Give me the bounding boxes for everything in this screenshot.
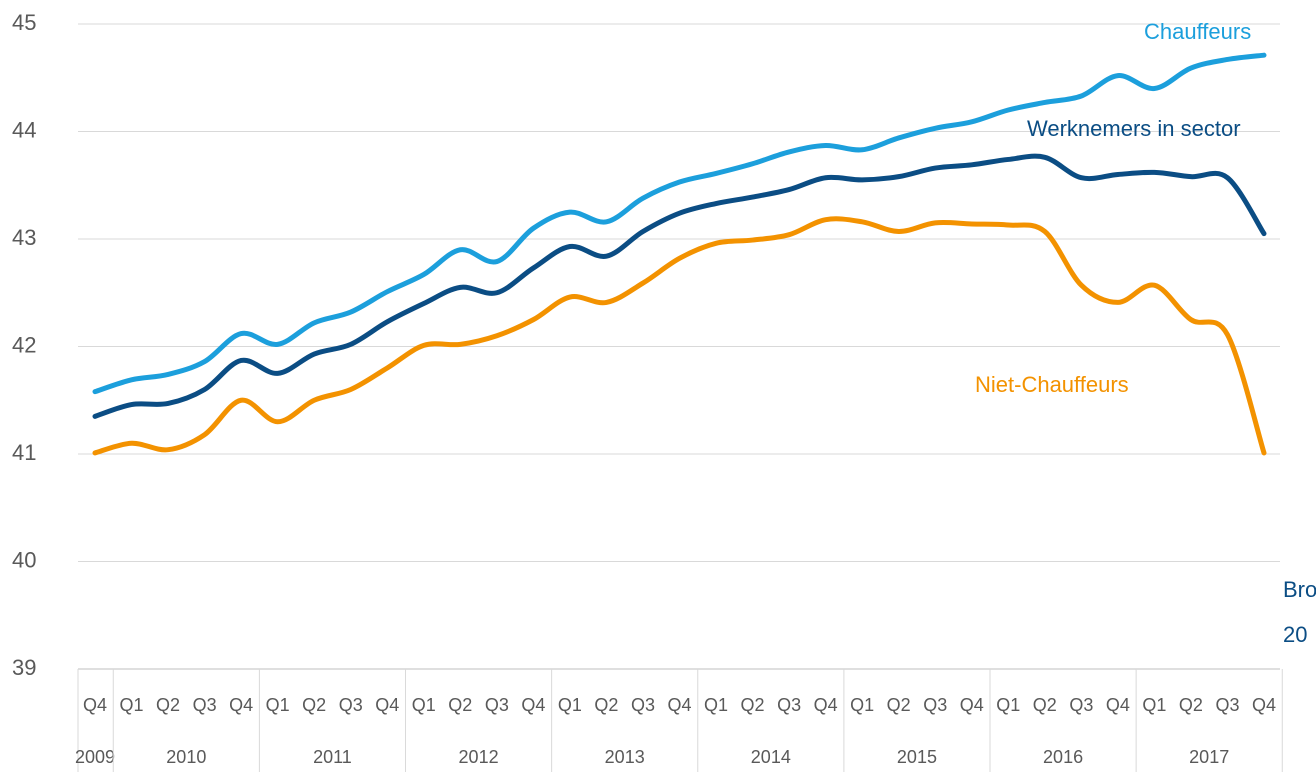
x-tick-label: Q4	[814, 695, 838, 715]
x-tick-label: Q1	[704, 695, 728, 715]
x-group-label: 2009	[75, 747, 115, 767]
annotation: 20	[1283, 622, 1307, 647]
line	[92, 216, 1267, 456]
y-tick-label: 43	[12, 225, 36, 250]
x-tick-label: Q3	[485, 695, 509, 715]
x-tick-label: Q4	[83, 695, 107, 715]
x-group-label: 2012	[459, 747, 499, 767]
x-tick-label: Q3	[631, 695, 655, 715]
x-tick-label: Q2	[302, 695, 326, 715]
series-label: Niet-Chauffeurs	[975, 372, 1129, 397]
x-tick-label: Q3	[339, 695, 363, 715]
x-tick-label: Q1	[1142, 695, 1166, 715]
x-tick-label: Q2	[887, 695, 911, 715]
x-group-label: 2014	[751, 747, 791, 767]
x-tick-label: Q4	[521, 695, 545, 715]
series-label: Chauffeurs	[1144, 19, 1251, 44]
x-tick-label: Q4	[1106, 695, 1130, 715]
x-tick-label: Q1	[266, 695, 290, 715]
line	[92, 153, 1267, 419]
x-tick-label: Q3	[1069, 695, 1093, 715]
x-group-label: 2011	[313, 747, 352, 767]
x-group-label: 2013	[605, 747, 645, 767]
x-tick-label: Q3	[923, 695, 947, 715]
x-tick-label: Q4	[667, 695, 691, 715]
x-tick-label: Q3	[1215, 695, 1239, 715]
series-label: Werknemers in sector	[1027, 116, 1241, 141]
x-group-label: 2015	[897, 747, 937, 767]
x-tick-label: Q4	[960, 695, 984, 715]
x-tick-label: Q2	[1179, 695, 1203, 715]
x-tick-label: Q4	[375, 695, 399, 715]
y-tick-label: 45	[12, 10, 36, 35]
x-tick-label: Q2	[594, 695, 618, 715]
x-tick-label: Q2	[156, 695, 180, 715]
x-tick-label: Q2	[448, 695, 472, 715]
annotation: Bro	[1283, 577, 1316, 602]
y-tick-label: 44	[12, 117, 36, 142]
x-tick-label: Q4	[229, 695, 253, 715]
x-tick-label: Q1	[120, 695, 144, 715]
x-tick-label: Q1	[412, 695, 436, 715]
x-tick-label: Q3	[777, 695, 801, 715]
x-tick-label: Q1	[558, 695, 582, 715]
x-tick-label: Q1	[850, 695, 874, 715]
x-tick-label: Q4	[1252, 695, 1276, 715]
x-tick-label: Q2	[1033, 695, 1057, 715]
x-tick-label: Q1	[996, 695, 1020, 715]
y-tick-label: 39	[12, 655, 36, 680]
x-group-label: 2010	[166, 747, 206, 767]
y-tick-label: 41	[12, 440, 36, 465]
y-tick-label: 42	[12, 332, 36, 357]
x-group-label: 2016	[1043, 747, 1083, 767]
line	[92, 52, 1267, 395]
x-tick-label: Q3	[193, 695, 217, 715]
y-tick-label: 40	[12, 547, 36, 572]
x-tick-label: Q2	[741, 695, 765, 715]
x-group-label: 2017	[1189, 747, 1229, 767]
